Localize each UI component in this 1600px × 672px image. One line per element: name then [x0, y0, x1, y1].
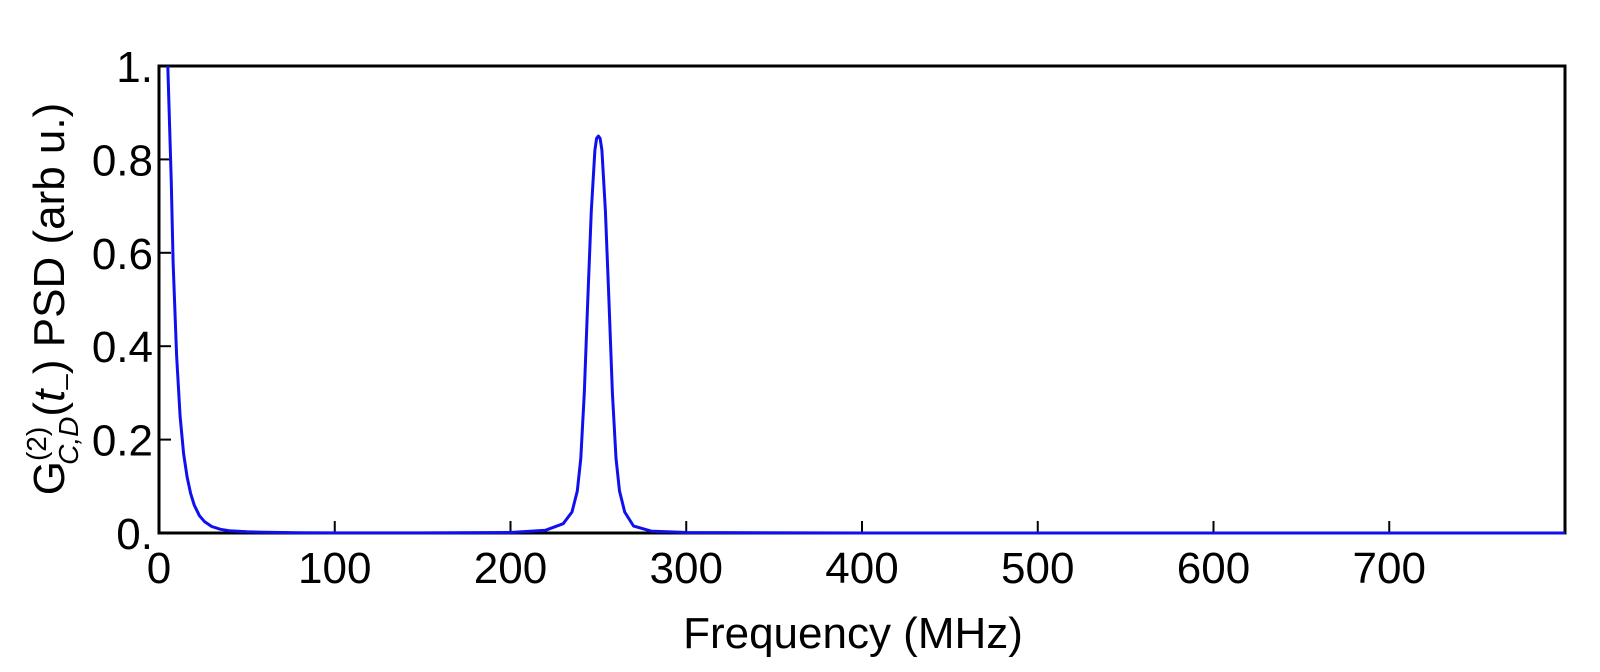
- series-group: [166, 65, 1565, 535]
- x-tick-label: 300: [650, 544, 723, 593]
- plot-frame: [157, 64, 1567, 535]
- y-tick-label: 1.: [116, 43, 153, 92]
- x-axis-ticks: 0 100 200 300 400 500 600 700: [147, 521, 1426, 593]
- y-axis-label-subscript: C,D: [53, 417, 84, 465]
- y-axis-label: G(2)C,D(t–) PSD (arb u.): [21, 103, 84, 496]
- x-tick-label: 400: [825, 544, 898, 593]
- y-axis-ticks: 0. 0.2 0.4 0.6 0.8 1.: [92, 43, 171, 559]
- x-tick-label: 700: [1353, 544, 1426, 593]
- y-axis-label-argument-sub: –: [49, 374, 80, 390]
- y-axis-label-argument: t: [25, 388, 74, 402]
- x-tick-label: 600: [1177, 544, 1250, 593]
- y-axis-label-base: G: [25, 461, 74, 495]
- x-tick-label: 200: [474, 544, 547, 593]
- y-tick-label: 0.6: [92, 230, 153, 279]
- x-axis-label: Frequency (MHz): [683, 609, 1023, 658]
- y-axis-label-superscript: (2): [21, 427, 52, 461]
- y-tick-label: 0.2: [92, 417, 153, 466]
- series-line: [166, 65, 1565, 535]
- y-tick-label: 0.4: [92, 323, 153, 372]
- y-tick-label: 0.8: [92, 136, 153, 185]
- y-tick-label: 0.: [116, 510, 153, 559]
- x-tick-label: 100: [298, 544, 371, 593]
- y-axis-label-rest: PSD (arb u.): [25, 103, 74, 360]
- y-axis-label-argument-open: (: [25, 402, 74, 417]
- y-axis-label-argument-close: ): [25, 359, 74, 374]
- x-tick-label: 500: [1001, 544, 1074, 593]
- x-tick-label: 0: [147, 544, 171, 593]
